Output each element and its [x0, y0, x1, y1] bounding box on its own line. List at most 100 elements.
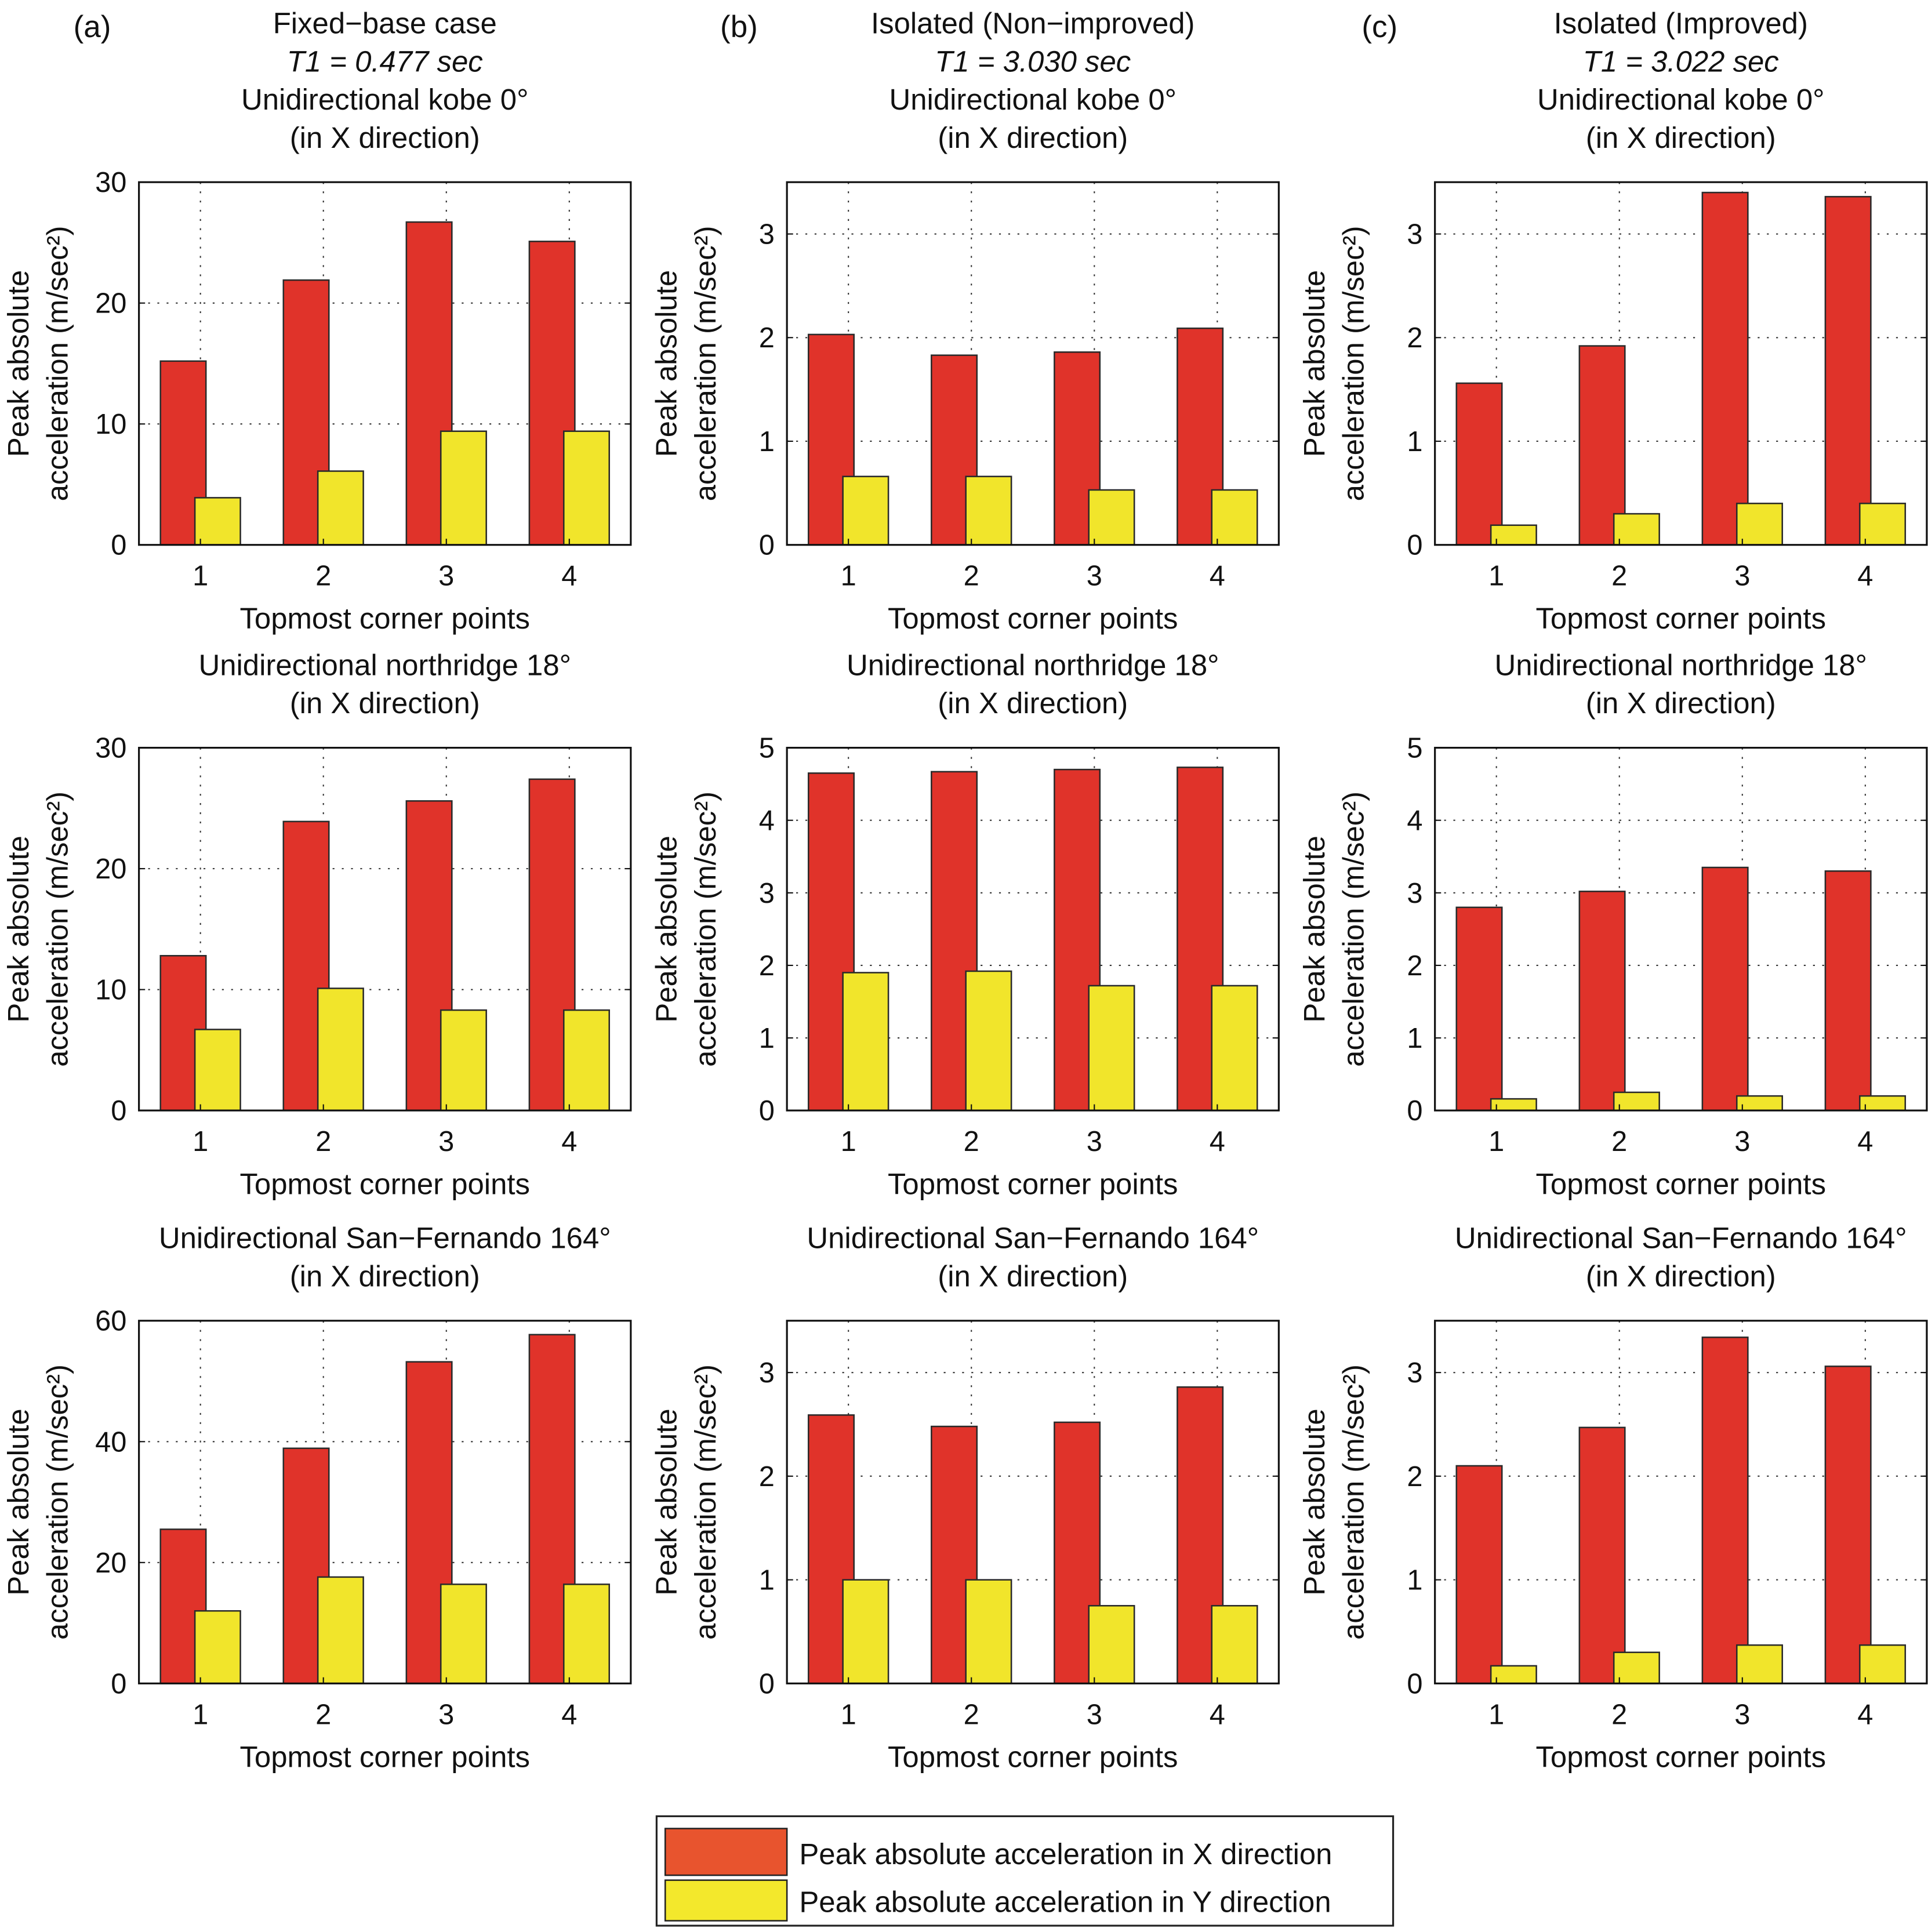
y-tick-label: 2: [759, 950, 775, 982]
x-tick-label: 1: [193, 561, 208, 592]
y-axis-label: Peak absolute: [649, 270, 682, 457]
plot-frame: [138, 181, 632, 546]
x-tick-label: 4: [1210, 1699, 1225, 1730]
y-axis-label: acceleration (m/sec²): [689, 226, 722, 501]
bar-y-2: [965, 475, 1012, 546]
bar-y-4: [562, 1009, 610, 1112]
y-tick-label: 2: [1407, 1461, 1422, 1492]
y-axis-label: Peak absolute: [1298, 836, 1331, 1022]
legend-swatch-y: [664, 1879, 788, 1922]
bar-y-3: [440, 1009, 487, 1112]
bar-x-4: [1824, 195, 1872, 546]
bar-x-3: [1701, 866, 1749, 1112]
y-axis-label: Peak absolute: [2, 270, 35, 457]
y-tick-label: 4: [759, 805, 775, 837]
x-tick-label: 1: [193, 1126, 208, 1157]
x-tick-label: 3: [1734, 561, 1750, 592]
chart-panel-1: 0 10 20 30 1 2 3 4 Topmost corner points Peak abs…: [2, 7, 632, 635]
y-tick-label: 1: [1407, 1023, 1422, 1054]
chart-panel-3: 0 1 2 3 1 2 3 4 Topmost corner points Peak absolu…: [1298, 7, 1928, 635]
y-tick-label: 10: [95, 975, 126, 1006]
x-tick-label: 1: [841, 1126, 856, 1157]
y-tick-label: 0: [1407, 530, 1422, 561]
y-tick-label: 40: [95, 1426, 126, 1458]
bar-y-3: [440, 430, 487, 546]
y-tick-label: 0: [1407, 1095, 1422, 1127]
legend-label-y: Peak absolute acceleration in Y directio…: [799, 1886, 1331, 1919]
y-tick-label: 0: [1407, 1668, 1422, 1699]
x-tick-label: 4: [1210, 1126, 1225, 1157]
y-tick-label: 3: [759, 1357, 775, 1389]
bar-x-1: [1455, 382, 1503, 546]
bar-y-1: [842, 475, 889, 546]
y-tick-label: 3: [1407, 878, 1422, 909]
x-tick-label: 1: [1488, 561, 1504, 592]
chart-title-line: (in X direction): [290, 1259, 480, 1292]
panel-letter-b: (b): [720, 10, 758, 44]
bar-y-3: [1735, 1095, 1783, 1112]
bar-y-4: [562, 430, 610, 546]
chart-panel-4: 0 10 20 30 1 2 3 4 Topmost corner points Peak abs…: [2, 648, 632, 1200]
x-axis-label: Topmost corner points: [888, 602, 1178, 635]
plot-frame: [1434, 1320, 1928, 1684]
plot-frame: [786, 747, 1280, 1112]
bar-y-1: [842, 972, 889, 1112]
chart-title-line: (in X direction): [938, 687, 1128, 720]
chart-title-line: (in X direction): [1586, 121, 1776, 154]
x-tick-label: 4: [561, 1126, 577, 1157]
y-tick-label: 20: [95, 854, 126, 885]
bar-y-4: [1211, 1605, 1258, 1684]
y-axis-label: acceleration (m/sec²): [1337, 791, 1370, 1067]
y-tick-label: 0: [111, 1668, 126, 1699]
chart-panel-9: 0 1 2 3 1 2 3 4 Topmost corner points Peak absolu…: [1298, 1222, 1928, 1774]
y-tick-label: 5: [1407, 733, 1422, 764]
chart-panel-2: 0 1 2 3 1 2 3 4 Topmost corner points Peak absolu…: [649, 7, 1280, 635]
y-tick-label: 0: [759, 1668, 775, 1699]
y-tick-label: 2: [759, 1461, 775, 1492]
y-tick-label: 10: [95, 409, 126, 440]
bar-y-4: [1859, 1644, 1907, 1684]
x-tick-label: 4: [561, 561, 577, 592]
x-tick-label: 4: [1857, 1126, 1873, 1157]
chart-title-line: Isolated (Non−improved): [871, 7, 1194, 40]
x-axis-label: Topmost corner points: [239, 602, 530, 635]
legend: Peak absolute acceleration in X directio…: [655, 1815, 1395, 1927]
bar-y-4: [562, 1584, 610, 1684]
bar-y-4: [1859, 1095, 1907, 1112]
chart-title-line: Isolated (Improved): [1554, 7, 1808, 40]
legend-swatch-x: [664, 1828, 788, 1876]
x-tick-label: 2: [315, 1699, 331, 1730]
bar-y-2: [1613, 513, 1660, 546]
chart-title-line: Unidirectional San−Fernando 164°: [1455, 1222, 1907, 1255]
bar-y-3: [1088, 489, 1135, 546]
bar-x-3: [1701, 191, 1749, 546]
panel-letter-a: (a): [74, 10, 111, 44]
x-tick-label: 1: [1488, 1699, 1504, 1730]
y-axis-label: acceleration (m/sec²): [41, 1364, 74, 1640]
y-axis-label: Peak absolute: [649, 836, 682, 1022]
y-tick-label: 0: [111, 530, 126, 561]
x-tick-label: 4: [561, 1699, 577, 1730]
y-tick-label: 60: [95, 1306, 126, 1337]
chart-title-line: (in X direction): [290, 121, 480, 154]
y-axis-label: acceleration (m/sec²): [41, 226, 74, 501]
y-tick-label: 3: [1407, 1357, 1422, 1389]
bar-y-1: [194, 1610, 241, 1684]
y-tick-label: 2: [1407, 950, 1422, 982]
bar-y-1: [194, 1029, 241, 1112]
x-tick-label: 3: [1087, 1699, 1102, 1730]
bar-y-3: [1088, 1605, 1135, 1684]
y-axis-label: acceleration (m/sec²): [1337, 226, 1370, 501]
plot-frame: [1434, 181, 1928, 546]
y-axis-label: acceleration (m/sec²): [689, 1364, 722, 1640]
y-axis-label: Peak absolute: [2, 836, 35, 1022]
bar-x-2: [1578, 1426, 1626, 1684]
y-tick-label: 1: [759, 426, 775, 457]
bar-y-2: [317, 987, 364, 1112]
y-tick-label: 30: [95, 167, 126, 198]
legend-label-x: Peak absolute acceleration in X directio…: [799, 1837, 1332, 1871]
y-tick-label: 2: [1407, 322, 1422, 354]
x-tick-label: 1: [1488, 1126, 1504, 1157]
bar-y-3: [440, 1584, 487, 1684]
y-axis-label: acceleration (m/sec²): [41, 791, 74, 1067]
